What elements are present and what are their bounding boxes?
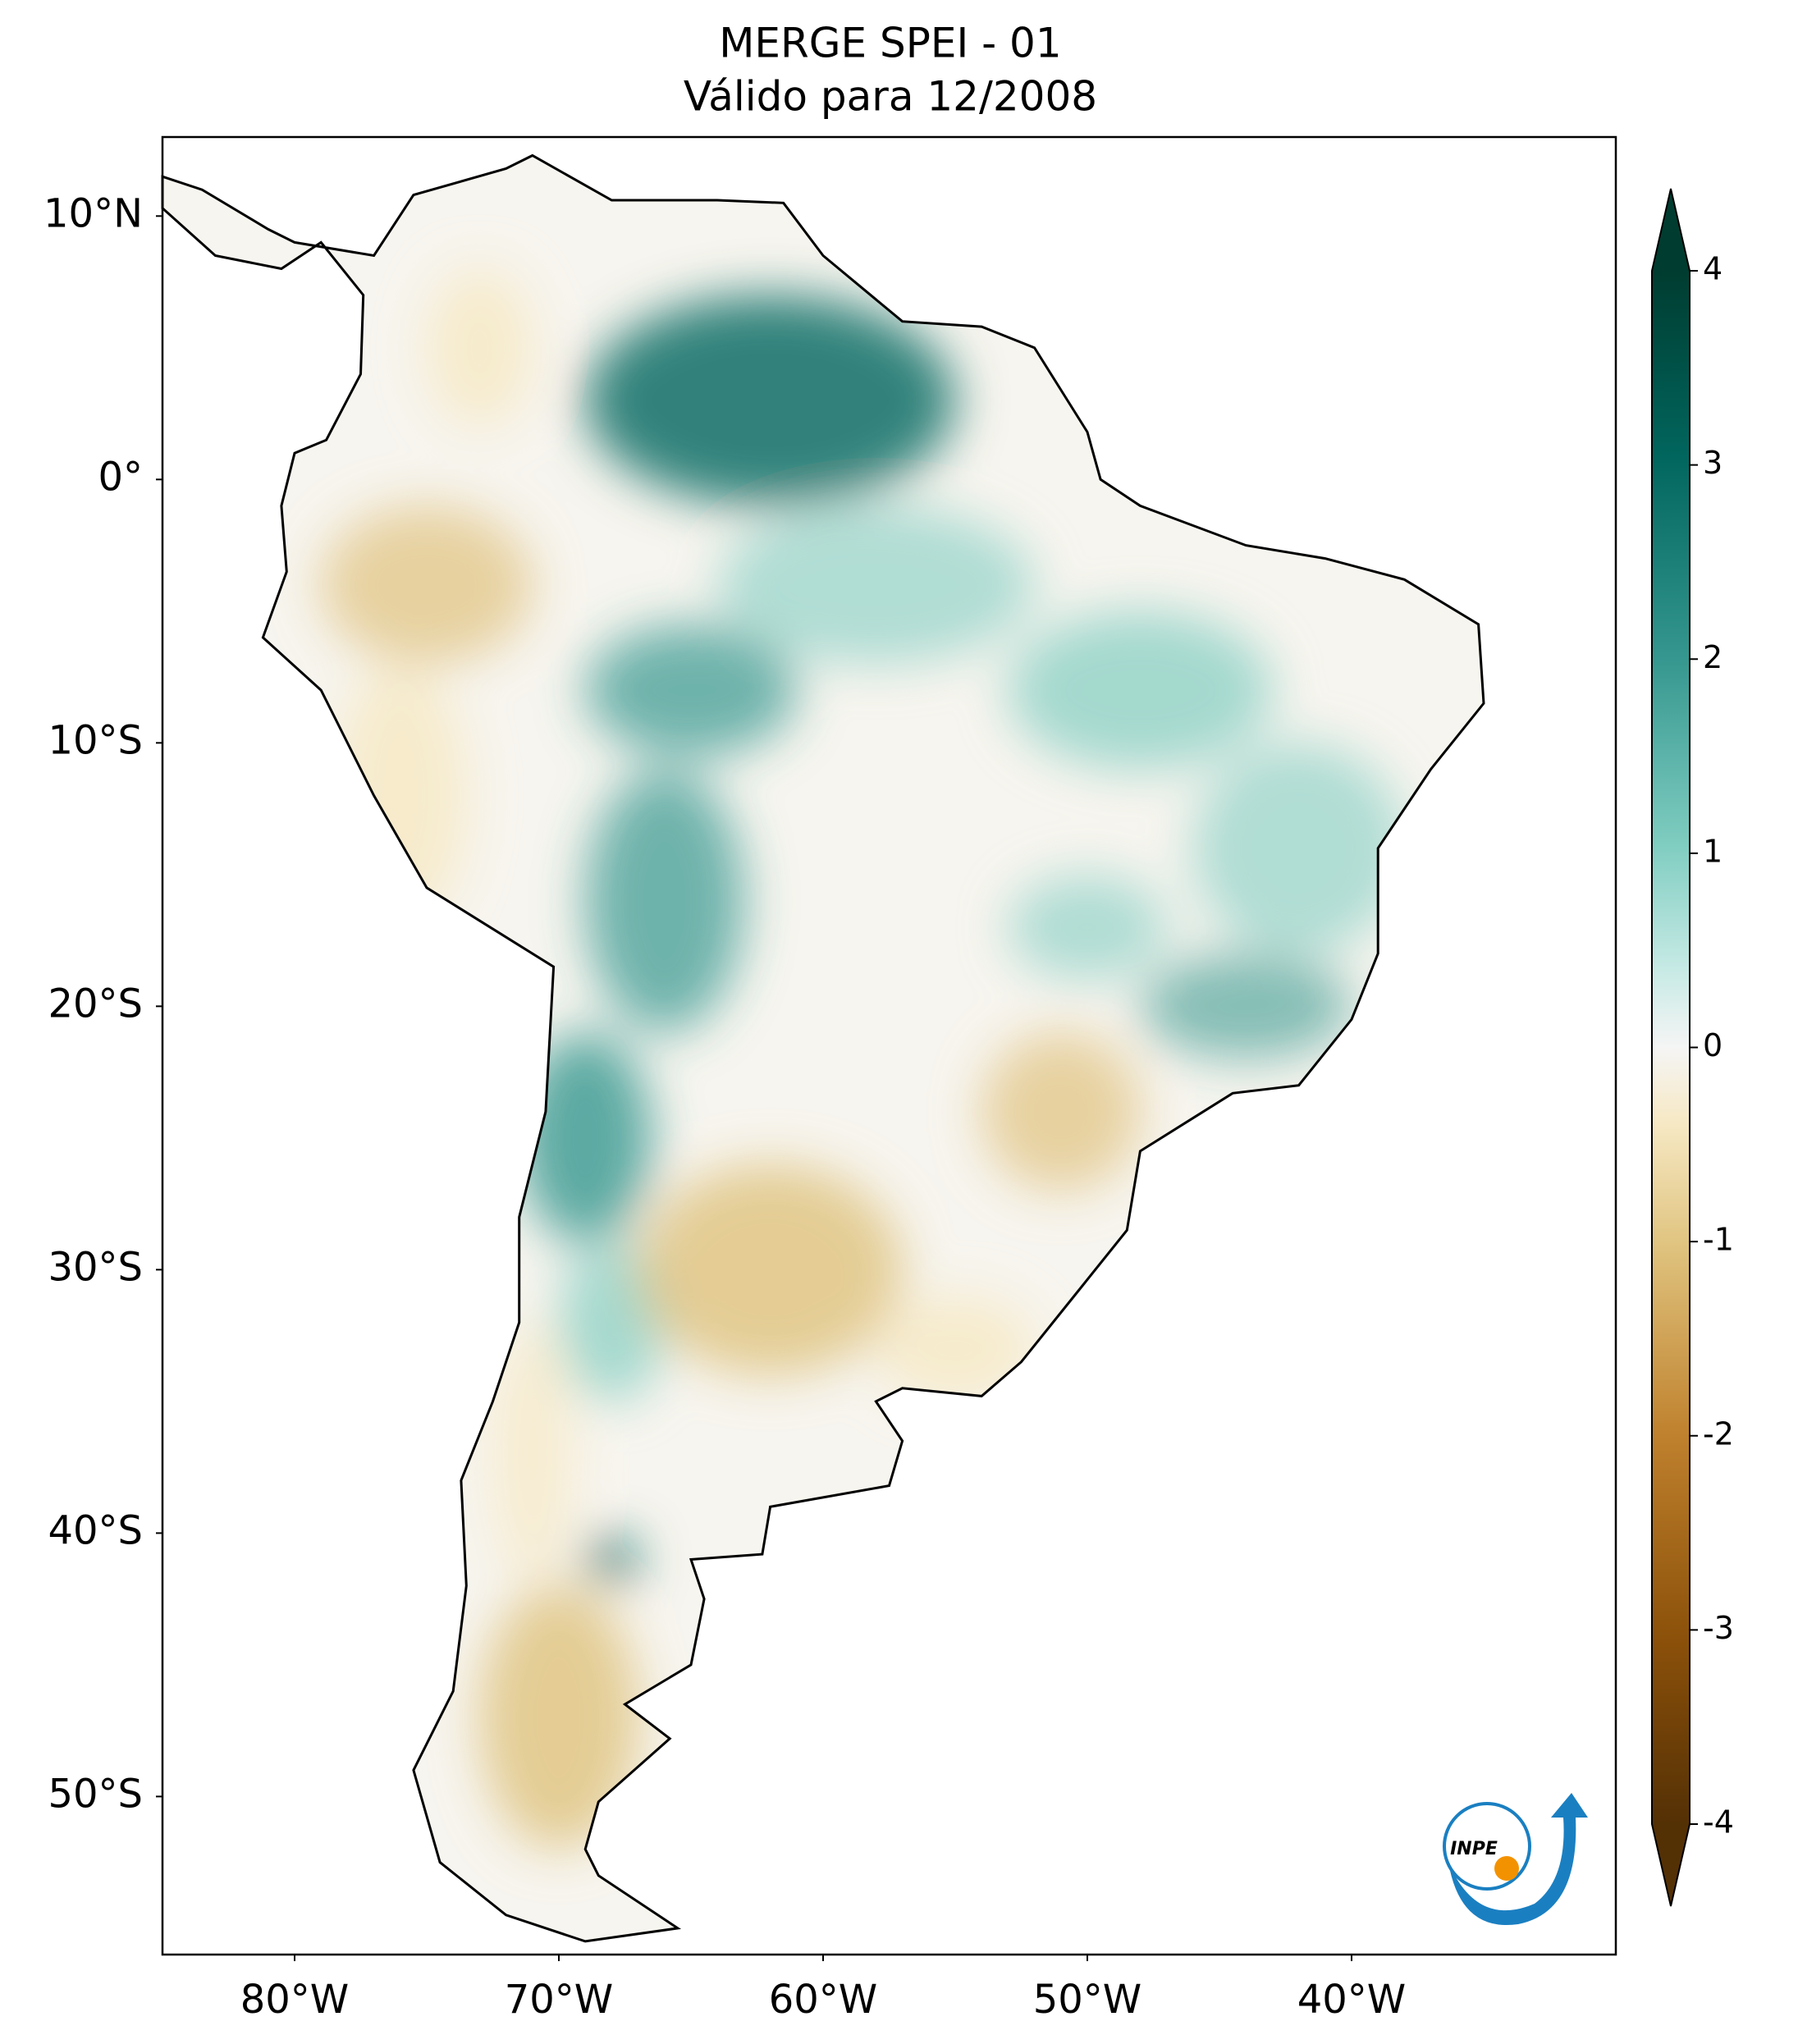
x-tick-label: 50°W [1033, 1977, 1142, 2023]
colorbar-tick-label: -3 [1703, 1610, 1734, 1646]
colorbar-tick-label: 1 [1703, 833, 1723, 869]
y-tick-label: 30°S [48, 1244, 143, 1290]
coastline [161, 153, 1485, 1943]
x-tick-label: 80°W [240, 1977, 350, 2023]
spei-anomaly [321, 505, 533, 665]
spei-anomaly [585, 295, 955, 506]
y-tick-label: 50°S [48, 1771, 143, 1817]
spei-field [321, 268, 1405, 1850]
y-tick-label: 10°N [43, 190, 143, 236]
spei-anomaly [981, 1032, 1141, 1191]
y-tick-label: 20°S [48, 981, 143, 1027]
title: MERGE SPEI - 01 [719, 20, 1061, 67]
spei-anomaly [585, 1538, 638, 1581]
spei-anomaly [1008, 610, 1273, 770]
colorbar: -4 -3 -2 -1 0 1 2 3 4 [1651, 188, 1734, 1907]
colorbar-tick-label: 0 [1703, 1027, 1723, 1063]
subtitle: Válido para 12/2008 [684, 73, 1097, 121]
colorbar-extend-bottom [1652, 1824, 1690, 1906]
colorbar-tick-label: 3 [1703, 445, 1723, 481]
spei-anomaly [479, 1585, 638, 1850]
spei-anomaly [1140, 953, 1352, 1059]
spei-shading [321, 268, 1405, 1850]
spei-anomaly [427, 268, 533, 428]
logo-dot [1494, 1856, 1519, 1881]
colorbar-tick-label: 2 [1703, 639, 1723, 675]
logo-swoosh [1448, 1793, 1588, 1926]
y-tick-label: 10°S [48, 717, 143, 763]
y-tick-label: 40°S [48, 1507, 143, 1553]
logo-text: INPE [1450, 1839, 1498, 1859]
spei-anomaly [1008, 874, 1167, 981]
logo: INPE [1443, 1793, 1588, 1926]
x-tick-label: 70°W [505, 1977, 614, 2023]
colorbar-body [1652, 271, 1690, 1824]
y-tick-label: 0° [98, 454, 143, 500]
colorbar-tick-label: -1 [1703, 1222, 1734, 1258]
spei-anomaly [559, 1243, 665, 1402]
map-frame [161, 135, 1617, 1956]
x-tick-label: 60°W [769, 1977, 878, 2023]
x-tick-label: 40°W [1297, 1977, 1407, 2023]
colorbar-tick-label: -4 [1703, 1804, 1734, 1841]
spei-anomaly [1192, 743, 1405, 954]
spei-anomaly [585, 624, 797, 757]
map [161, 153, 1485, 1943]
spei-anomaly [519, 1032, 652, 1244]
colorbar-tick-label: 4 [1703, 251, 1723, 287]
colorbar-tick-label: -2 [1703, 1415, 1734, 1452]
spei-anomaly [638, 1164, 903, 1375]
spei-anomaly [876, 1296, 1035, 1402]
logo-ring [1443, 1802, 1531, 1891]
spei-anomaly [717, 505, 1035, 665]
spei-anomaly [492, 1322, 573, 1586]
colorbar-extend-top [1652, 189, 1690, 271]
spei-anomaly [585, 769, 744, 1033]
spei-anomaly [334, 664, 467, 928]
